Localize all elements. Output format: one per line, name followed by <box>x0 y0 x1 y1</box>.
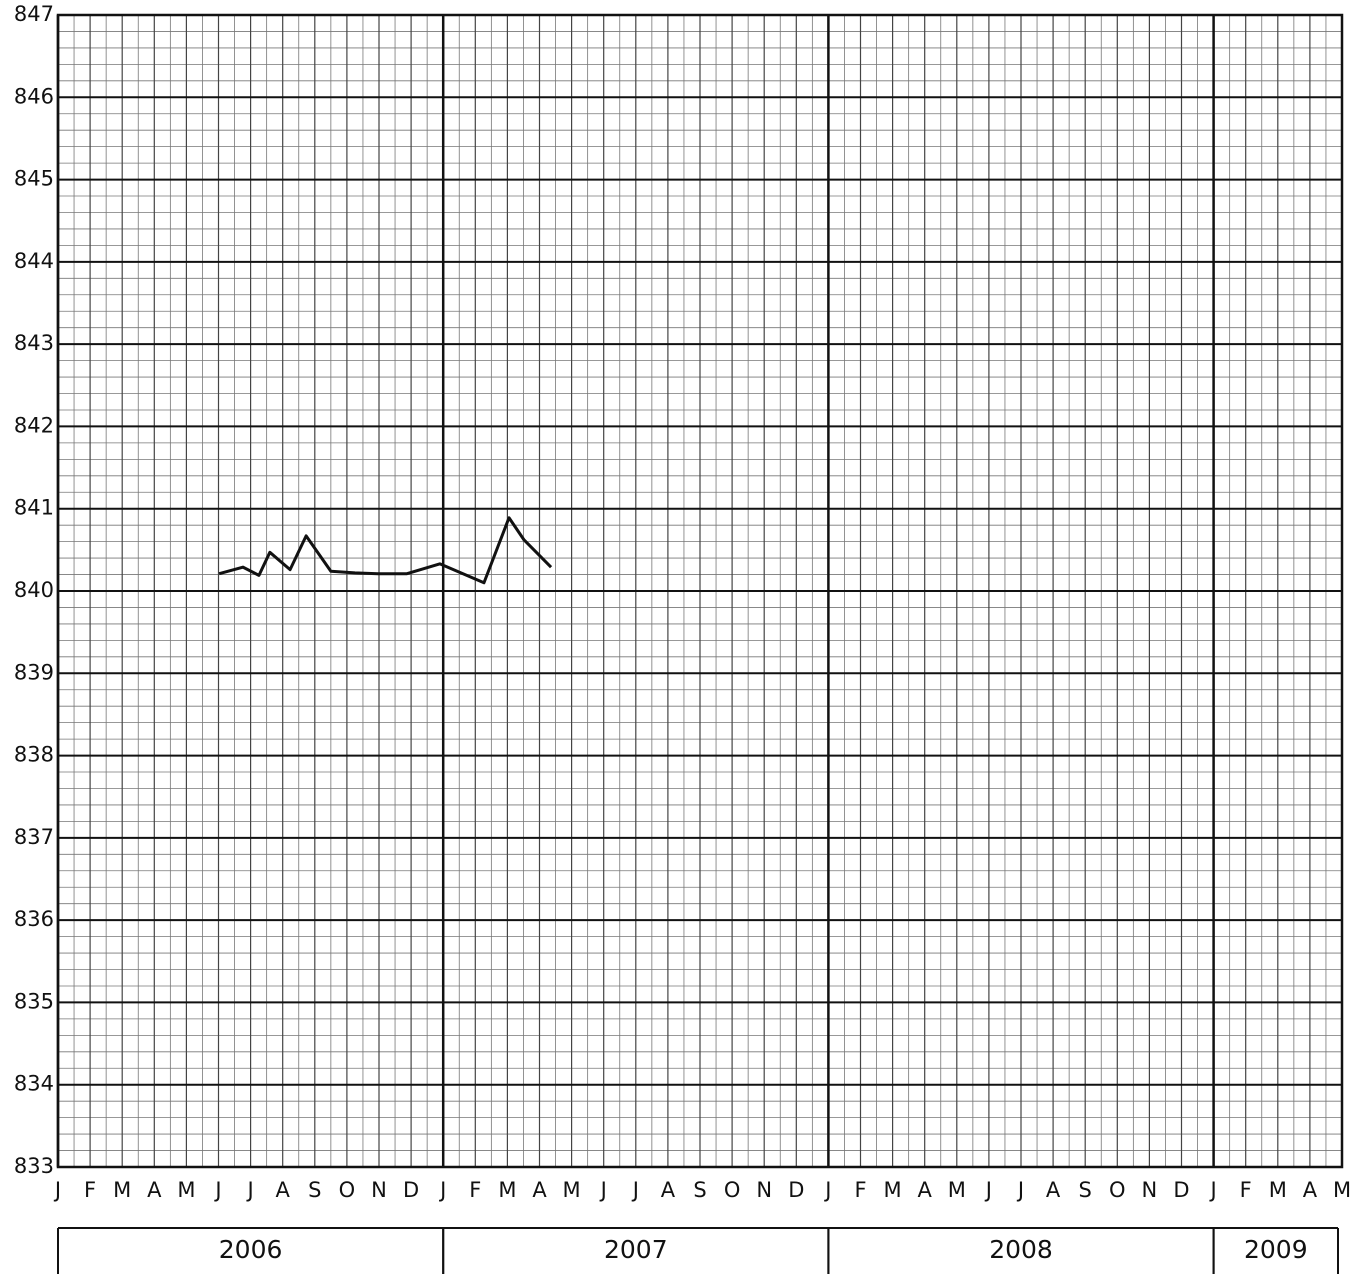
y-tick-label: 833 <box>14 1154 54 1178</box>
x-tick-label: J <box>213 1178 221 1202</box>
y-tick-label: 842 <box>14 413 54 437</box>
x-tick-label: M <box>113 1178 131 1202</box>
y-tick-label: 841 <box>14 496 54 520</box>
y-tick-label: 835 <box>14 989 54 1013</box>
x-tick-label: D <box>403 1178 419 1202</box>
x-tick-label: A <box>1046 1178 1061 1202</box>
x-tick-label: F <box>84 1178 96 1202</box>
x-tick-label: J <box>245 1178 253 1202</box>
group-label: 2007 <box>604 1235 668 1264</box>
y-tick-label: 846 <box>14 84 54 108</box>
group-label: 2006 <box>219 1235 283 1264</box>
y-tick-label: 837 <box>14 825 54 849</box>
y-tick-label: 845 <box>14 167 54 191</box>
x-tick-label: J <box>984 1178 992 1202</box>
x-tick-label: M <box>1269 1178 1287 1202</box>
x-tick-label: D <box>788 1178 804 1202</box>
y-tick-label: 834 <box>14 1072 54 1096</box>
x-tick-label: F <box>1240 1178 1252 1202</box>
x-tick-label: N <box>371 1178 387 1202</box>
data-line <box>218 516 553 585</box>
x-tick-label: M <box>177 1178 195 1202</box>
y-tick-label: 843 <box>14 331 54 355</box>
y-tick-label: 847 <box>14 2 54 26</box>
x-tick-label: J <box>1208 1178 1216 1202</box>
x-tick-label: O <box>1109 1178 1126 1202</box>
x-tick-label: F <box>469 1178 481 1202</box>
x-tick-label: A <box>918 1178 933 1202</box>
x-tick-label: O <box>724 1178 741 1202</box>
x-tick-label: J <box>438 1178 446 1202</box>
x-tick-label: O <box>339 1178 356 1202</box>
x-tick-label: J <box>1016 1178 1024 1202</box>
plot-frame <box>56 13 1344 1169</box>
group-label: 2008 <box>989 1235 1053 1264</box>
x-tick-label: S <box>308 1178 321 1202</box>
x-tick-label: M <box>884 1178 902 1202</box>
x-tick-label: S <box>1079 1178 1092 1202</box>
x-tick-label: M <box>498 1178 516 1202</box>
x-tick-label: J <box>53 1178 61 1202</box>
x-tick-label: F <box>854 1178 866 1202</box>
x-tick-label: S <box>693 1178 706 1202</box>
x-tick-label: M <box>1333 1178 1351 1202</box>
x-tick-label: A <box>1303 1178 1318 1202</box>
y-tick-label: 840 <box>14 578 54 602</box>
x-tick-label: A <box>661 1178 676 1202</box>
x-tick-label: A <box>276 1178 291 1202</box>
x-tick-label: A <box>532 1178 547 1202</box>
group-label: 2009 <box>1244 1235 1308 1264</box>
y-tick-label: 844 <box>14 249 54 273</box>
y-tick-label: 839 <box>14 660 54 684</box>
x-tick-label: J <box>631 1178 639 1202</box>
x-tick-label: M <box>948 1178 966 1202</box>
x-tick-label: N <box>756 1178 772 1202</box>
x-tick-label: J <box>823 1178 831 1202</box>
x-tick-label: A <box>147 1178 162 1202</box>
x-tick-label: D <box>1173 1178 1189 1202</box>
x-tick-label: M <box>563 1178 581 1202</box>
y-tick-label: 838 <box>14 743 54 767</box>
y-tick-label: 836 <box>14 907 54 931</box>
x-tick-label: J <box>599 1178 607 1202</box>
x-tick-label: N <box>1142 1178 1158 1202</box>
